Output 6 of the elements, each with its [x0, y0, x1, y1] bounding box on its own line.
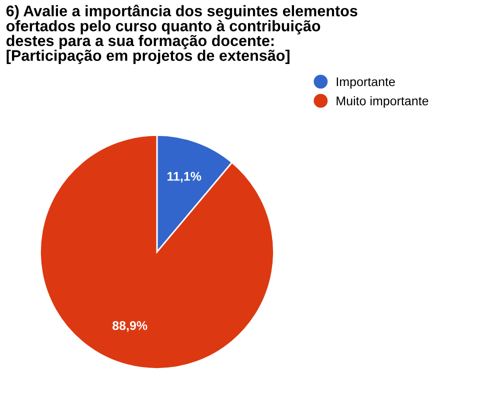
- data-label: 88,9%: [112, 321, 148, 332]
- chart-title: 6) Avalie a importância dos seguintes elementos ofertados pelo curso quanto à contribuição destes para a sua formação docente: [Participação em projetos de extensão]: [6, 4, 358, 64]
- data-label: 11,1%: [168, 172, 202, 183]
- legend-label: Muito importante: [336, 96, 428, 108]
- legend-label: Importante: [336, 77, 395, 89]
- pie-slice: [40, 134, 274, 370]
